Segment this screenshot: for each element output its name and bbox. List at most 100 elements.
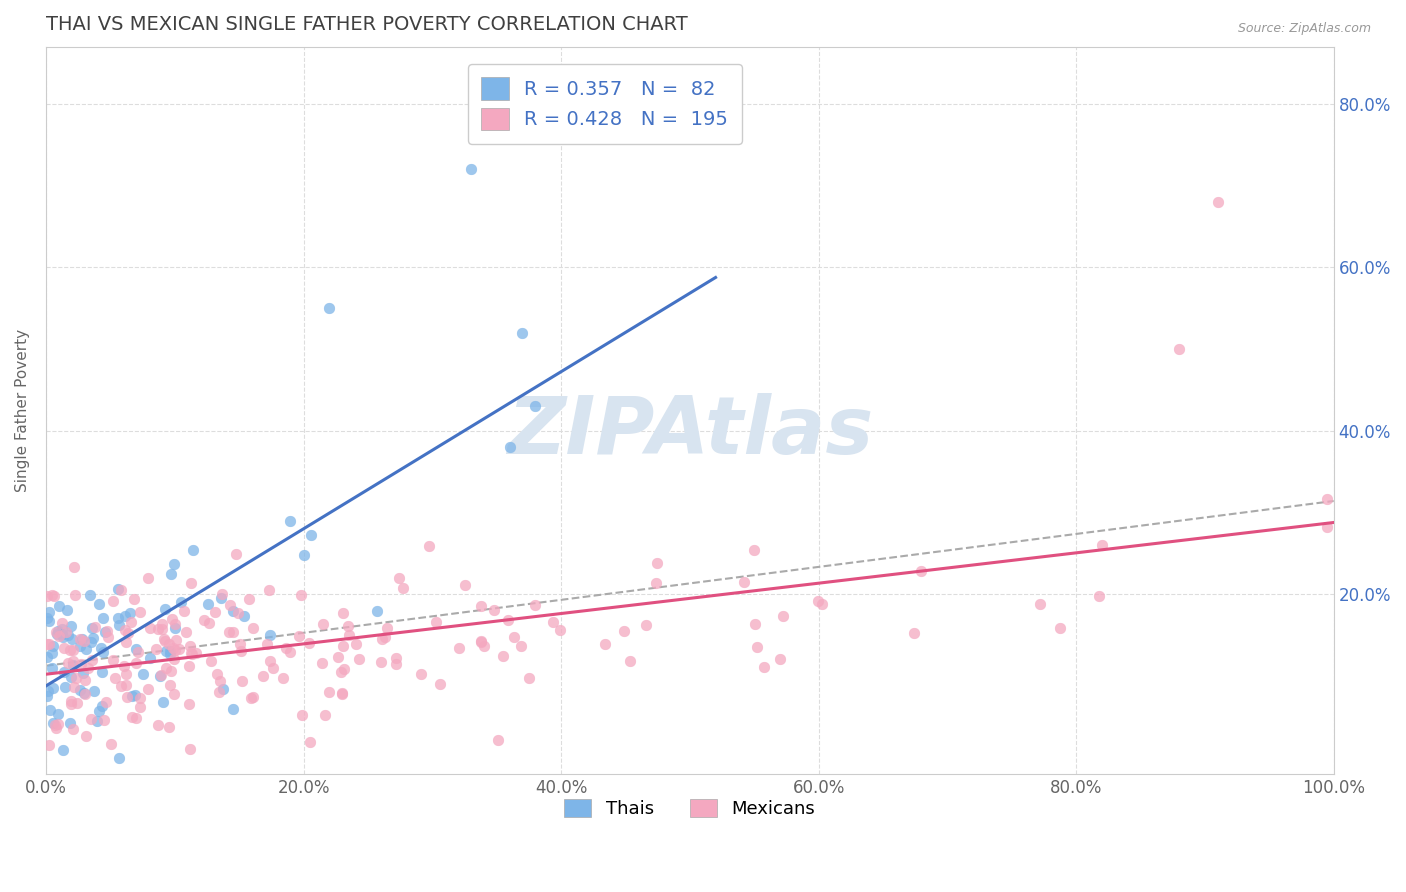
Point [772,609,794,624]
Point [139,650,162,665]
Point [120,615,142,629]
Point [108,751,131,765]
Point [173,604,195,618]
Point [429,676,451,690]
Point [262,661,284,675]
Point [205,667,228,681]
Legend: Thais, Mexicans: Thais, Mexicans [555,789,824,827]
Point [97,631,120,645]
Point [112,659,135,673]
Point [167,642,190,657]
Point [160,612,183,626]
Point [318,685,340,699]
Point [271,671,294,685]
Point [63,680,86,694]
Point [37,589,59,603]
Point [42,589,65,603]
Point [162,557,184,571]
Point [48,629,70,643]
Point [129,605,152,619]
Text: Source: ZipAtlas.com: Source: ZipAtlas.com [1237,22,1371,36]
Point [163,643,186,657]
Point [454,578,477,592]
Point [593,637,616,651]
Point [193,613,215,627]
Point [86,714,108,729]
Point [63,560,86,574]
Point [110,582,132,597]
Point [146,622,169,636]
Point [48,599,70,613]
Point [733,574,755,589]
Point [153,602,176,616]
Point [176,624,198,639]
Point [180,576,202,591]
Point [159,566,181,581]
Point [470,599,492,613]
Point [56,628,79,642]
Point [647,556,669,570]
Point [87,704,110,718]
Point [37,683,59,698]
Point [337,627,360,641]
Point [470,634,492,648]
Point [93,713,115,727]
Point [159,644,181,658]
Point [121,710,143,724]
Point [44,717,66,731]
Point [242,621,264,635]
Point [110,679,132,693]
Point [42,639,65,653]
Point [496,613,519,627]
Point [1168,342,1191,356]
Point [177,658,200,673]
Point [129,700,152,714]
Point [62,722,84,736]
Point [163,621,186,635]
Point [645,576,668,591]
Point [903,626,925,640]
Point [222,624,245,639]
Point [240,690,263,705]
Point [115,677,138,691]
Point [811,597,834,611]
Point [148,718,170,732]
Point [311,656,333,670]
Point [218,598,240,612]
Point [127,644,149,658]
Point [75,641,97,656]
Point [59,619,82,633]
Point [517,671,540,685]
Point [204,605,226,619]
Point [619,654,641,668]
Point [470,634,492,648]
Point [231,673,253,688]
Point [233,609,256,624]
Point [212,681,235,696]
Point [1316,491,1339,506]
Point [209,673,232,688]
Point [163,687,186,701]
Point [91,611,114,625]
Point [222,701,245,715]
Point [165,633,187,648]
Point [90,640,112,655]
Point [184,646,207,660]
Point [38,605,60,619]
Point [312,617,335,632]
Point [170,595,193,609]
Point [42,681,65,695]
Point [257,583,280,598]
Point [259,654,281,668]
Point [370,655,392,669]
Point [336,619,359,633]
Point [70,632,93,646]
Point [59,671,82,685]
Point [124,688,146,702]
Point [425,615,447,630]
Point [157,637,180,651]
Point [62,643,84,657]
Point [613,624,636,639]
Point [94,624,117,639]
Point [460,162,482,177]
